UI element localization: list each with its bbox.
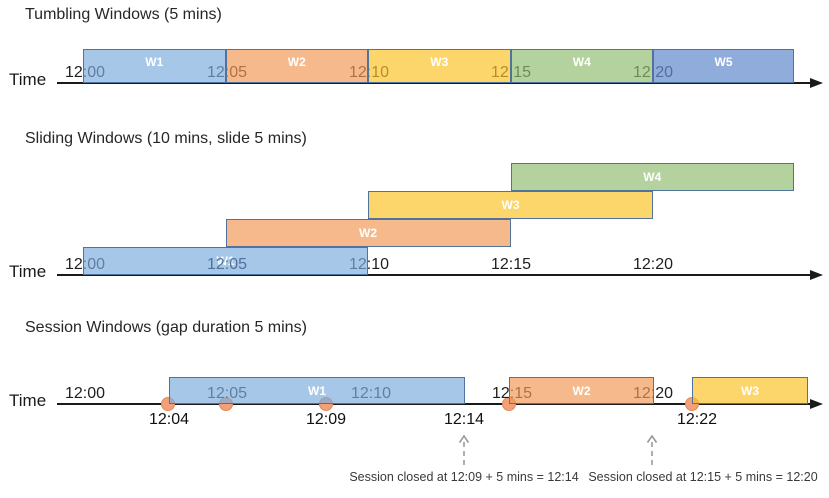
event-time-label: 12:09 (305, 411, 347, 428)
axis-tick-label: 12:15 (490, 256, 532, 273)
window-label: W4 (572, 55, 591, 69)
window-box-w5: W5 (653, 49, 794, 83)
axis-tick-label: 12:20 (632, 256, 674, 273)
window-label: W2 (287, 55, 306, 69)
time-axis-arrowhead (810, 398, 823, 409)
time-axis-line (57, 403, 810, 405)
window-box-w1: W1 (169, 377, 465, 404)
window-label: W1 (216, 254, 235, 268)
time-axis-arrowhead (810, 269, 823, 280)
window-label: W2 (359, 226, 377, 240)
window-label: W3 (741, 383, 759, 398)
time-axis-arrowhead (810, 77, 823, 88)
annotation-arrow-icon (457, 434, 471, 473)
window-box-w4: W4 (510, 49, 653, 83)
window-box-w2: W2 (225, 49, 368, 83)
window-label: W4 (643, 170, 662, 184)
window-label: W1 (145, 55, 164, 69)
time-axis-label: Time (9, 262, 47, 281)
event-time-label: 12:04 (148, 411, 190, 428)
window-box-w2: W2 (509, 377, 654, 404)
window-label: W1 (308, 383, 326, 398)
axis-tick-label: 12:00 (64, 385, 106, 402)
window-box-w3: W3 (692, 377, 808, 404)
window-box-w3: W3 (368, 191, 653, 219)
window-box-w1: W1 (83, 247, 368, 275)
window-label: W3 (501, 198, 520, 212)
window-box-w4: W4 (510, 163, 794, 191)
window-box-w3: W3 (368, 49, 511, 83)
section-title: Session Windows (gap duration 5 mins) (25, 319, 307, 336)
time-axis-line (57, 274, 810, 276)
window-label: W2 (572, 383, 591, 398)
event-time-label: 12:22 (676, 411, 718, 428)
window-label: W3 (430, 55, 449, 69)
axis-tick-label: 12:05 (206, 256, 248, 273)
window-box-w2: W2 (225, 219, 511, 247)
time-axis-label: Time (9, 391, 47, 410)
annotation-text: Session closed at 12:09 + 5 mins = 12:14 (349, 470, 579, 484)
window-box-w1: W1 (83, 49, 226, 83)
window-label: W5 (714, 55, 733, 69)
event-time-label: 12:14 (443, 411, 485, 428)
annotation-arrow-icon (645, 434, 659, 473)
time-axis-label: Time (9, 70, 47, 89)
section-title: Tumbling Windows (5 mins) (25, 6, 222, 23)
section-title: Sliding Windows (10 mins, slide 5 mins) (25, 130, 307, 147)
annotation-text: Session closed at 12:15 + 5 mins = 12:20 (588, 470, 818, 484)
time-axis-line (57, 82, 810, 84)
